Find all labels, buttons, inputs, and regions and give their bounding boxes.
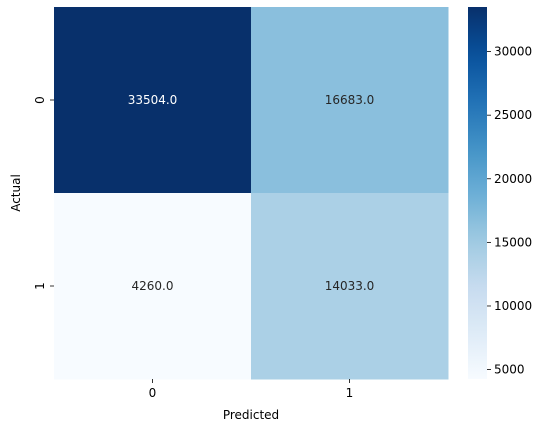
y-tick-label-1: 1 (33, 282, 47, 290)
cell-value-label-0-0: 33504.0 (128, 93, 178, 107)
cell-value-label-1-1: 14033.0 (325, 279, 375, 293)
cell-labels-layer: 33504.0 16683.0 4260.0 14033.0 (128, 93, 375, 293)
heatmap-cell-0-1 (251, 7, 449, 194)
colorbar-tick-label-0: 5000 (494, 363, 525, 377)
heatmap-cell-1-0 (54, 193, 252, 380)
colorbar: 5000 10000 15000 20000 25000 30000 (468, 7, 532, 379)
x-tick-label-1: 1 (346, 386, 354, 400)
colorbar-tick-label-3: 20000 (494, 172, 532, 186)
heatmap-cell-1-1 (251, 193, 449, 380)
cell-value-label-1-0: 4260.0 (132, 279, 174, 293)
x-axis-label: Predicted (223, 408, 279, 422)
colorbar-gradient (468, 7, 487, 379)
y-axis-label: Actual (9, 174, 23, 212)
y-axis: 01 (33, 96, 54, 290)
colorbar-tick-label-2: 15000 (494, 235, 532, 249)
x-tick-label-0: 0 (149, 386, 157, 400)
y-tick-label-0: 0 (33, 96, 47, 104)
cells-layer (54, 7, 449, 380)
cell-value-label-0-1: 16683.0 (325, 93, 375, 107)
colorbar-tick-label-4: 25000 (494, 108, 532, 122)
heatmap-cell-0-0 (54, 7, 252, 194)
colorbar-tick-label-1: 10000 (494, 299, 532, 313)
colorbar-tick-label-5: 30000 (494, 45, 532, 59)
